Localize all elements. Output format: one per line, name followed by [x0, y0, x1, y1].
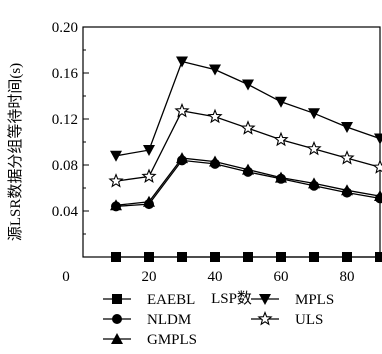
data-point-uls	[372, 159, 382, 174]
data-point-uls	[306, 140, 322, 156]
x-tick-label: 40	[208, 269, 223, 285]
data-point-gmpls	[209, 155, 221, 167]
series-line-mpls	[115, 60, 381, 157]
legend-label-eaebl: EAEBL	[147, 292, 195, 308]
plot-border	[82, 26, 381, 258]
data-point-eaebl	[144, 252, 154, 262]
x-tick-label: 80	[340, 269, 355, 285]
data-point-uls	[273, 131, 289, 147]
plot-frame	[82, 26, 381, 258]
data-point-uls	[339, 150, 355, 165]
y-tick-label: 0.08	[52, 158, 78, 174]
series-gmpls	[110, 152, 382, 211]
legend-label-nldm: NLDM	[147, 312, 191, 328]
legend-item-gmpls: GMPLS	[103, 332, 197, 348]
data-point-mpls	[374, 133, 382, 145]
data-point-eaebl	[210, 252, 220, 262]
data-point-mpls	[176, 56, 188, 68]
data-point-eaebl	[243, 252, 253, 262]
legend: EAEBL NLDM GMPLS MPLS ULS	[103, 292, 334, 348]
data-point-gmpls	[374, 190, 382, 202]
data-point-uls	[108, 173, 124, 188]
data-point-gmpls	[275, 171, 287, 183]
data-point-eaebl	[375, 252, 382, 262]
legend-marker-gmpls	[111, 333, 123, 344]
legend-marker-nldm	[112, 314, 122, 324]
data-point-mpls	[110, 150, 122, 162]
series-eaebl	[111, 252, 382, 262]
data-point-uls	[141, 168, 157, 183]
y-tick-label: 0.12	[52, 112, 78, 128]
series-uls	[108, 102, 382, 188]
data-point-mpls	[242, 79, 254, 91]
data-point-gmpls	[176, 152, 188, 164]
data-point-eaebl	[276, 252, 286, 262]
data-point-uls	[207, 108, 223, 124]
x-tick-label: 20	[142, 269, 157, 285]
data-point-mpls	[308, 108, 320, 120]
y-tick-label: 0.04	[52, 204, 79, 220]
y-tick-label: 0.16	[52, 66, 79, 82]
y-tick-label: 0.20	[52, 20, 78, 36]
data-point-mpls	[341, 122, 353, 134]
y-axis-label: 源LSR数据分组等待时间(s)	[6, 63, 24, 241]
x-tick-label: 60	[274, 269, 289, 285]
data-point-eaebl	[309, 252, 319, 262]
legend-marker-mpls	[259, 294, 271, 305]
legend-label-mpls: MPLS	[295, 292, 334, 308]
data-point-gmpls	[110, 199, 122, 211]
series-layer	[108, 56, 382, 262]
y-axis-ticks: 0.04 0.08 0.12 0.16 0.20	[52, 20, 89, 235]
data-point-eaebl	[342, 252, 352, 262]
legend-item-nldm: NLDM	[103, 312, 191, 328]
data-point-mpls	[209, 64, 221, 76]
data-point-mpls	[143, 145, 155, 157]
data-point-uls	[240, 120, 256, 135]
data-point-gmpls	[308, 177, 320, 189]
legend-label-gmpls: GMPLS	[147, 332, 197, 348]
legend-marker-eaebl	[112, 294, 122, 304]
data-point-gmpls	[341, 184, 353, 196]
x-axis-ticks: 0 20 40 60 80	[62, 252, 355, 285]
data-point-mpls	[275, 96, 287, 108]
legend-item-uls: ULS	[251, 310, 323, 328]
x-axis-label: LSP数	[211, 290, 252, 307]
data-point-gmpls	[143, 195, 155, 207]
legend-marker-uls	[257, 310, 273, 326]
legend-label-uls: ULS	[295, 312, 323, 328]
data-point-uls	[174, 102, 190, 118]
legend-item-eaebl: EAEBL	[103, 292, 195, 308]
data-point-gmpls	[242, 163, 254, 175]
legend-item-mpls: MPLS	[251, 292, 334, 308]
data-point-eaebl	[177, 252, 187, 262]
data-point-eaebl	[111, 252, 121, 262]
x-tick-label: 0	[62, 269, 70, 285]
series-mpls	[110, 56, 382, 162]
